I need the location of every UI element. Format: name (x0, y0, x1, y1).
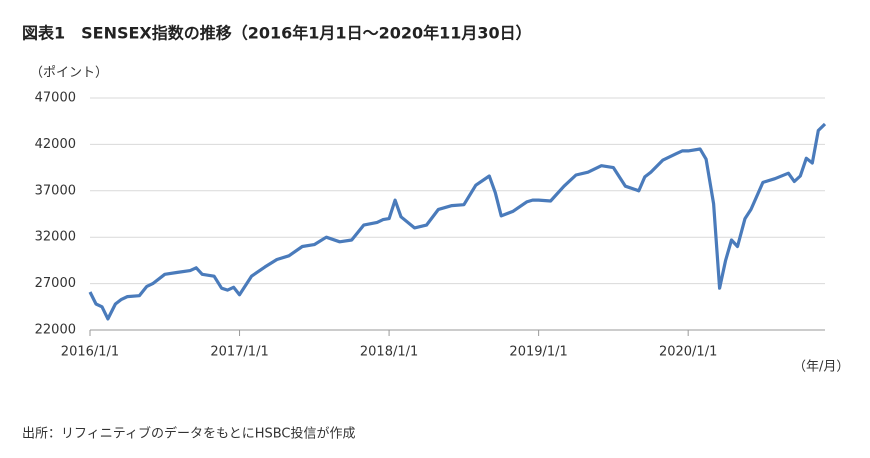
x-tick-label: 2016/1/1 (61, 345, 119, 360)
y-tick-label: 22000 (35, 323, 76, 338)
x-tick-label: 2017/1/1 (210, 345, 268, 360)
y-axis-label: （ポイント） (30, 66, 108, 81)
price-line (88, 122, 827, 321)
x-axis-label: （年/月） (793, 360, 849, 375)
chart-title: 図表1 SENSEX指数の推移（2016年1月1日～2020年11月30日） (22, 24, 532, 43)
x-tick-label: 2019/1/1 (509, 345, 567, 360)
x-tick-label: 2020/1/1 (659, 345, 717, 360)
y-tick-label: 42000 (35, 137, 76, 152)
y-tick-label: 47000 (35, 91, 76, 106)
y-tick-label: 37000 (35, 183, 76, 198)
source-note: 出所：リフィニティブのデータをもとにHSBC投信が作成 (22, 426, 356, 442)
y-tick-label: 32000 (35, 230, 76, 245)
x-tick-label: 2018/1/1 (360, 345, 418, 360)
y-tick-label: 27000 (35, 276, 76, 291)
